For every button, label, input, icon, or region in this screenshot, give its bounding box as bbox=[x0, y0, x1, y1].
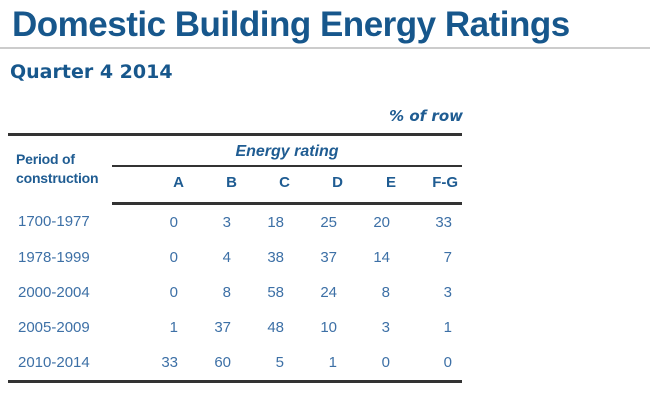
value-cell: 37 bbox=[214, 319, 231, 336]
value-cell: 3 bbox=[381, 319, 390, 336]
value-cell: 38 bbox=[267, 249, 284, 266]
value-cell: 25 bbox=[320, 214, 337, 231]
column-header-a: A bbox=[112, 166, 188, 205]
value-cell: 3 bbox=[443, 284, 453, 301]
value-cell: 1 bbox=[443, 319, 453, 336]
table-row: 1700-1977 0 3 18 25 20 33 bbox=[8, 204, 462, 241]
value-cell: 58 bbox=[267, 284, 284, 301]
value-cell: 0 bbox=[443, 354, 453, 371]
column-header-e: E bbox=[347, 166, 400, 205]
period-cell: 2010-2014 bbox=[18, 354, 90, 371]
value-cell: 24 bbox=[320, 284, 337, 301]
energy-ratings-table: Period of construction Energy rating A B… bbox=[8, 133, 463, 383]
page-title: Domestic Building Energy Ratings bbox=[12, 5, 570, 44]
value-cell: 4 bbox=[222, 249, 231, 266]
value-cell: 20 bbox=[373, 214, 390, 231]
value-cell: 0 bbox=[169, 249, 178, 266]
period-cell: 2000-2004 bbox=[18, 284, 90, 301]
table-row: 2000-2004 0 8 58 24 8 3 bbox=[8, 275, 462, 310]
value-cell: 5 bbox=[275, 354, 284, 371]
value-cell: 8 bbox=[222, 284, 231, 301]
value-cell: 8 bbox=[381, 284, 390, 301]
column-header-c: C bbox=[241, 166, 294, 205]
value-cell: 0 bbox=[381, 354, 390, 371]
table-row: 1978-1999 0 4 38 37 14 7 bbox=[8, 240, 462, 275]
value-cell: 33 bbox=[435, 214, 453, 231]
value-cell: 0 bbox=[169, 284, 178, 301]
title-divider bbox=[0, 47, 650, 49]
value-cell: 37 bbox=[320, 249, 337, 266]
column-header-fg: F-G bbox=[400, 166, 463, 205]
value-cell: 0 bbox=[169, 214, 178, 231]
value-cell: 48 bbox=[267, 319, 284, 336]
value-cell: 33 bbox=[161, 354, 178, 371]
value-cell: 7 bbox=[443, 249, 453, 266]
unit-note: % of row bbox=[389, 107, 463, 125]
group-header-row: Period of construction Energy rating bbox=[8, 134, 463, 186]
period-cell: 2005-2009 bbox=[18, 319, 90, 336]
table-row: 2005-2009 1 37 48 10 3 1 bbox=[8, 310, 462, 345]
period-cell: 1978-1999 bbox=[18, 249, 90, 266]
report-subtitle: Quarter 4 2014 bbox=[10, 61, 173, 83]
value-cell: 3 bbox=[222, 214, 231, 231]
value-cell: 1 bbox=[169, 319, 178, 336]
value-cell: 1 bbox=[328, 354, 337, 371]
value-cell: 10 bbox=[320, 319, 337, 336]
column-header-d: D bbox=[294, 166, 347, 205]
period-cell: 1700-1977 bbox=[18, 213, 90, 231]
row-header-label: Period of construction bbox=[16, 150, 99, 186]
value-cell: 14 bbox=[373, 249, 390, 266]
column-header-b: B bbox=[188, 166, 241, 205]
column-group-header: Energy rating bbox=[112, 134, 463, 167]
value-cell: 18 bbox=[267, 214, 284, 231]
column-header-row: A B C D E F-G bbox=[8, 166, 463, 205]
table-row: 2010-2014 33 60 5 1 0 0 bbox=[8, 345, 462, 382]
value-cell: 60 bbox=[214, 354, 231, 371]
